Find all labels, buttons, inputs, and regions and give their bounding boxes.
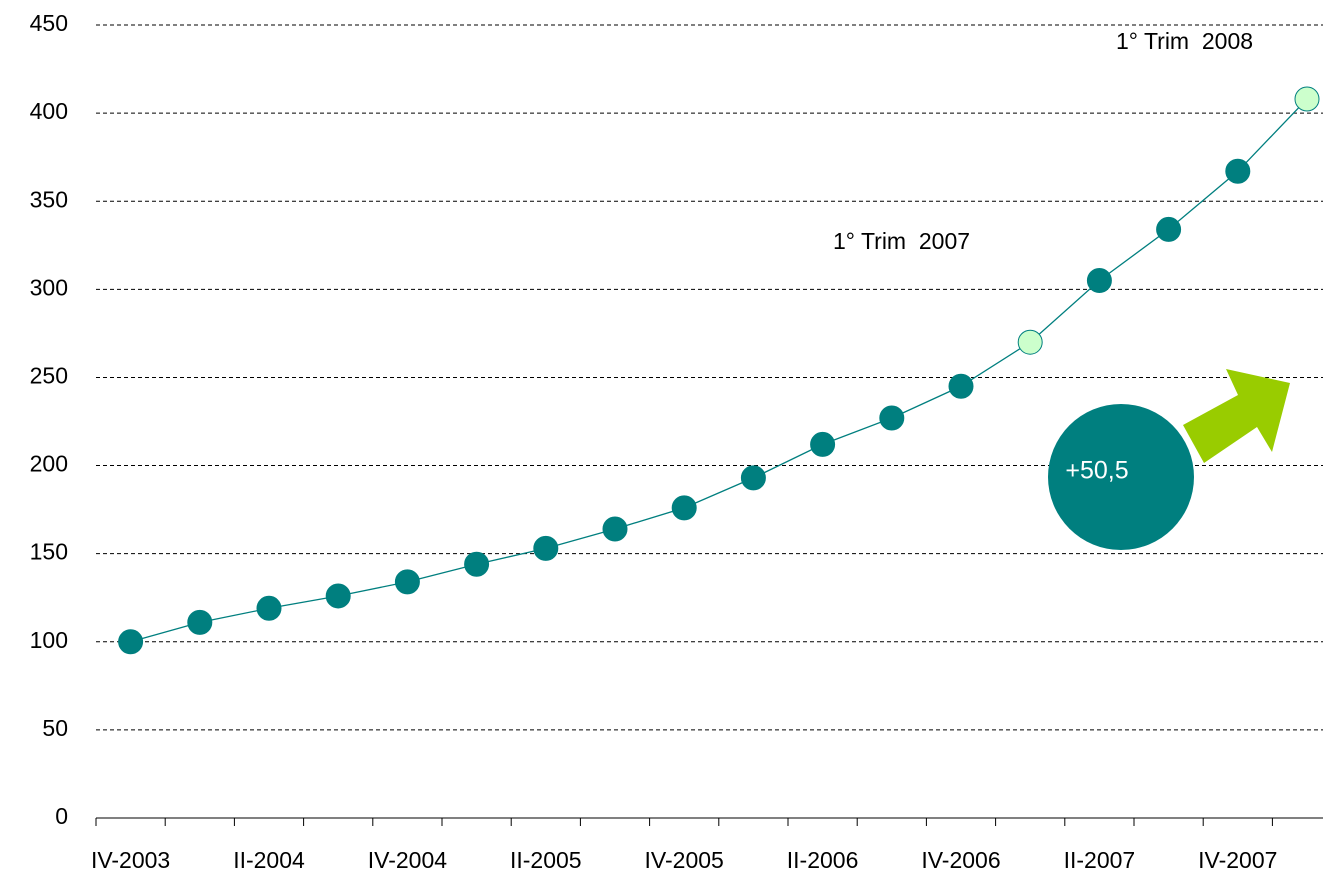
growth-arrow: [1183, 369, 1290, 463]
x-tick-label: II-2004: [233, 847, 305, 873]
point: [948, 373, 974, 399]
x-tick-label: IV-2003: [91, 847, 170, 873]
y-tick-label: 0: [55, 803, 68, 829]
point: [464, 551, 490, 577]
y-tick-label: 50: [42, 715, 68, 741]
y-tick-label: 100: [30, 627, 68, 653]
x-tick-label: II-2006: [787, 847, 859, 873]
point: [533, 535, 559, 561]
point: [1294, 86, 1320, 112]
x-tick-label: II-2007: [1064, 847, 1136, 873]
y-tick-label: 200: [30, 451, 68, 477]
point: [602, 516, 628, 542]
point: [1156, 216, 1182, 242]
x-tick-label: II-2005: [510, 847, 582, 873]
y-tick-label: 350: [30, 186, 68, 212]
point: [187, 609, 213, 635]
growth-label: +50,5: [1065, 457, 1128, 485]
y-tick-label: 150: [30, 539, 68, 565]
x-tick-label: IV-2004: [368, 847, 447, 873]
y-tick-label: 250: [30, 363, 68, 389]
point: [394, 569, 420, 595]
point: [118, 629, 144, 655]
point: [1086, 268, 1112, 294]
point: [810, 431, 836, 457]
y-tick-label: 450: [30, 10, 68, 36]
x-tick-label: IV-2006: [921, 847, 1000, 873]
annotation: 1° Trim 2007: [833, 228, 970, 254]
point: [325, 583, 351, 609]
point: [1225, 158, 1251, 184]
growth-bubble: [1048, 404, 1194, 550]
point: [740, 465, 766, 491]
point: [256, 595, 282, 621]
x-tick-label: IV-2007: [1198, 847, 1277, 873]
y-tick-label: 400: [30, 98, 68, 124]
point: [1017, 329, 1043, 355]
point: [671, 495, 697, 521]
y-tick-label: 300: [30, 274, 68, 300]
x-tick-label: IV-2005: [645, 847, 724, 873]
line: [130, 98, 1308, 643]
annotation: 1° Trim 2008: [1116, 28, 1253, 54]
point: [879, 405, 905, 431]
